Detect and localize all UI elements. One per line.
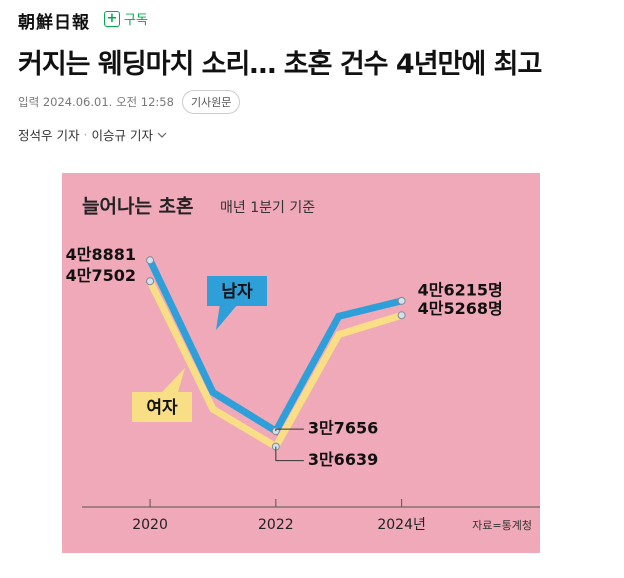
- point: [397, 296, 406, 305]
- author[interactable]: 이승규 기자: [91, 128, 153, 143]
- chart-title: 늘어나는 초혼: [82, 195, 194, 218]
- x-tick-label: 2022: [258, 517, 294, 533]
- line: [146, 258, 403, 437]
- subscribe-button[interactable]: + 구독: [104, 9, 148, 28]
- value-label: 4만6215명: [418, 280, 503, 299]
- value-label: 3만7656: [308, 419, 378, 438]
- headline: 커지는 웨딩마치 소리… 초혼 건수 4년만에 최고: [18, 49, 542, 80]
- value-label: 4만7502: [66, 266, 136, 285]
- point: [146, 256, 155, 265]
- logo[interactable]: 朝鮮日報: [18, 13, 90, 33]
- legend-box: [207, 276, 267, 306]
- subscribe-label: 구독: [124, 13, 148, 28]
- chart-subtitle: 매년 1분기 기준: [220, 200, 315, 216]
- chevron: [157, 132, 167, 138]
- chart-background: [62, 173, 540, 553]
- leader-line: [275, 428, 304, 432]
- legend-label: 여자: [146, 398, 178, 418]
- original-button[interactable]: 기사원문: [181, 90, 241, 114]
- line: [146, 279, 403, 452]
- author[interactable]: 정석우 기자: [18, 128, 80, 143]
- plus-icon: +: [104, 10, 120, 27]
- value-label: 3만6639: [308, 450, 378, 469]
- legend-pointer: [216, 304, 238, 330]
- authors[interactable]: 정석우 기자 · 이승규 기자: [18, 125, 167, 144]
- legend-pointer: [162, 368, 185, 392]
- source: 자료=통계청: [472, 519, 532, 532]
- point: [397, 311, 406, 320]
- value-label: 4만8881: [66, 245, 136, 264]
- point: [271, 442, 280, 451]
- legend-box: [132, 392, 192, 422]
- meta: 입력 2024.06.01. 오전 12:58 기사원문: [18, 90, 241, 114]
- leader-line: [275, 446, 304, 462]
- separator: ·: [83, 127, 88, 142]
- legend-label: 남자: [221, 282, 253, 302]
- x-tick-label: 2024년: [377, 517, 426, 533]
- point: [271, 427, 280, 436]
- value-label: 4만5268명: [418, 299, 503, 318]
- x-tick-label: 2020: [132, 517, 168, 533]
- date: 입력 2024.06.01. 오전 12:58: [18, 95, 174, 109]
- point: [146, 277, 155, 286]
